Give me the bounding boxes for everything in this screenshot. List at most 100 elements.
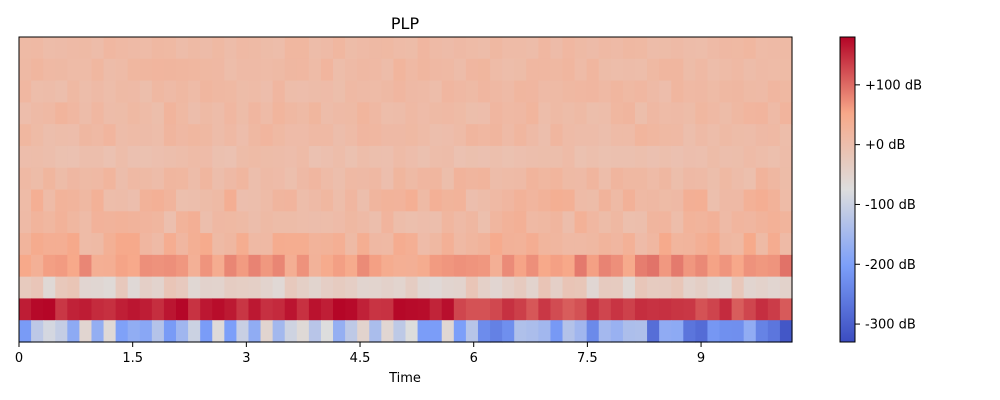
heatmap-cell	[514, 124, 527, 147]
heatmap-cell	[115, 58, 129, 82]
heatmap-cell	[115, 233, 129, 256]
heatmap-cell	[236, 145, 250, 169]
heatmap-cell	[260, 189, 274, 212]
heatmap-cell	[779, 102, 793, 125]
heatmap-cell	[755, 276, 769, 300]
x-axis-label: Time	[388, 371, 421, 386]
heatmap-cell	[465, 37, 479, 60]
heatmap-cell	[79, 189, 93, 212]
heatmap-cell	[357, 320, 370, 343]
heatmap-cell	[405, 254, 419, 278]
heatmap-cell	[188, 124, 201, 147]
heatmap-cell	[647, 189, 660, 212]
heatmap-cell	[490, 189, 503, 212]
heatmap-cell	[743, 254, 757, 278]
heatmap-cell	[200, 167, 213, 191]
heatmap-cell	[345, 320, 358, 343]
x-tick-label: 3	[242, 351, 250, 366]
heatmap-cell	[477, 145, 491, 169]
heatmap-cell	[502, 80, 515, 103]
heatmap-cell	[393, 102, 407, 125]
heatmap-cell	[272, 189, 286, 212]
heatmap-cell	[634, 80, 648, 103]
heatmap-cell	[236, 189, 250, 212]
heatmap-cell	[260, 298, 274, 321]
heatmap-cell	[224, 37, 238, 60]
heatmap-cell	[55, 233, 68, 256]
heatmap-cell	[634, 320, 648, 343]
heatmap-cell	[767, 124, 781, 147]
heatmap-cell	[31, 145, 44, 169]
heatmap-cell	[188, 276, 201, 300]
heatmap-cell	[465, 211, 479, 234]
heatmap-cell	[634, 167, 648, 191]
heatmap-cell	[731, 276, 745, 300]
heatmap-cell	[43, 254, 56, 278]
heatmap-cell	[248, 167, 262, 191]
heatmap-cell	[200, 254, 213, 278]
heatmap-cell	[320, 233, 334, 256]
heatmap-cell	[598, 80, 612, 103]
heatmap-cell	[127, 276, 141, 300]
heatmap-cell	[634, 211, 648, 234]
heatmap-cell	[490, 80, 503, 103]
heatmap-cell	[417, 102, 431, 125]
heatmap-cell	[188, 145, 201, 169]
heatmap-cell	[236, 58, 250, 82]
heatmap-cell	[176, 58, 189, 82]
heatmap-cell	[671, 37, 684, 60]
heatmap-cell	[514, 254, 527, 278]
heatmap-cell	[272, 145, 286, 169]
heatmap-cell	[393, 276, 407, 300]
heatmap-cell	[260, 233, 274, 256]
heatmap-cell	[514, 37, 527, 60]
heatmap-cell	[659, 254, 672, 278]
heatmap-cell	[139, 276, 153, 300]
heatmap-cell	[212, 233, 225, 256]
heatmap-cell	[719, 102, 733, 125]
heatmap-cell	[779, 80, 793, 103]
heatmap-cell	[538, 189, 552, 212]
heatmap-cell	[19, 254, 32, 278]
heatmap-cell	[634, 37, 648, 60]
heatmap-cell	[490, 298, 503, 321]
heatmap-cell	[707, 145, 721, 169]
heatmap-cell	[779, 167, 793, 191]
heatmap-cell	[248, 102, 262, 125]
heatmap-cell	[333, 211, 346, 234]
heatmap-cell	[296, 145, 310, 169]
heatmap-cell	[43, 211, 56, 234]
heatmap-cell	[562, 145, 576, 169]
heatmap-cell	[296, 37, 310, 60]
heatmap-cell	[695, 167, 709, 191]
heatmap-cell	[248, 80, 262, 103]
heatmap-cell	[634, 145, 648, 169]
heatmap-cell	[647, 167, 660, 191]
heatmap-cell	[176, 276, 189, 300]
heatmap-cell	[731, 189, 745, 212]
heatmap-cell	[163, 37, 177, 60]
heatmap-cell	[417, 233, 431, 256]
heatmap-cell	[393, 233, 407, 256]
heatmap-cell	[671, 167, 684, 191]
heatmap-cell	[743, 80, 757, 103]
heatmap-cell	[345, 233, 358, 256]
heatmap-cell	[610, 37, 624, 60]
heatmap-cell	[550, 37, 564, 60]
heatmap-cell	[357, 189, 370, 212]
heatmap-cell	[707, 58, 721, 82]
heatmap-cell	[453, 189, 467, 212]
heatmap-cell	[514, 276, 527, 300]
heatmap-cell	[31, 233, 44, 256]
heatmap-cell	[320, 167, 334, 191]
x-tick-label: 7.5	[577, 351, 598, 366]
heatmap-cell	[43, 320, 56, 343]
heatmap-cell	[405, 211, 419, 234]
heatmap-cell	[381, 58, 395, 82]
heatmap-cell	[755, 233, 769, 256]
heatmap-cell	[393, 37, 407, 60]
heatmap-cell	[19, 102, 32, 125]
heatmap-cell	[647, 37, 660, 60]
heatmap-cell	[429, 145, 443, 169]
heatmap-cell	[683, 80, 696, 103]
